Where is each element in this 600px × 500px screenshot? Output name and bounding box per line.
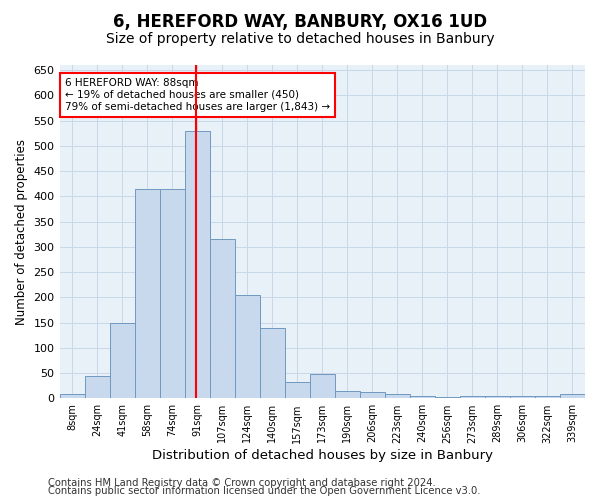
Bar: [85, 376, 110, 398]
Text: Size of property relative to detached houses in Banbury: Size of property relative to detached ho…: [106, 32, 494, 46]
Bar: [485, 396, 510, 398]
Text: Contains public sector information licensed under the Open Government Licence v3: Contains public sector information licen…: [48, 486, 481, 496]
Bar: [560, 394, 585, 398]
Bar: [285, 382, 310, 398]
Bar: [260, 328, 285, 398]
Bar: [410, 396, 435, 398]
Bar: [185, 130, 209, 398]
Bar: [310, 374, 335, 398]
Bar: [385, 394, 410, 398]
Bar: [209, 239, 235, 398]
Bar: [110, 322, 134, 398]
Text: 6, HEREFORD WAY, BANBURY, OX16 1UD: 6, HEREFORD WAY, BANBURY, OX16 1UD: [113, 12, 487, 30]
Bar: [460, 396, 485, 398]
Bar: [360, 392, 385, 398]
Bar: [335, 391, 360, 398]
Text: Contains HM Land Registry data © Crown copyright and database right 2024.: Contains HM Land Registry data © Crown c…: [48, 478, 436, 488]
Bar: [59, 394, 85, 398]
Y-axis label: Number of detached properties: Number of detached properties: [15, 138, 28, 324]
X-axis label: Distribution of detached houses by size in Banbury: Distribution of detached houses by size …: [152, 450, 493, 462]
Bar: [535, 396, 560, 398]
Bar: [510, 396, 535, 398]
Bar: [235, 295, 260, 399]
Text: 6 HEREFORD WAY: 88sqm
← 19% of detached houses are smaller (450)
79% of semi-det: 6 HEREFORD WAY: 88sqm ← 19% of detached …: [65, 78, 330, 112]
Bar: [134, 188, 160, 398]
Bar: [160, 188, 185, 398]
